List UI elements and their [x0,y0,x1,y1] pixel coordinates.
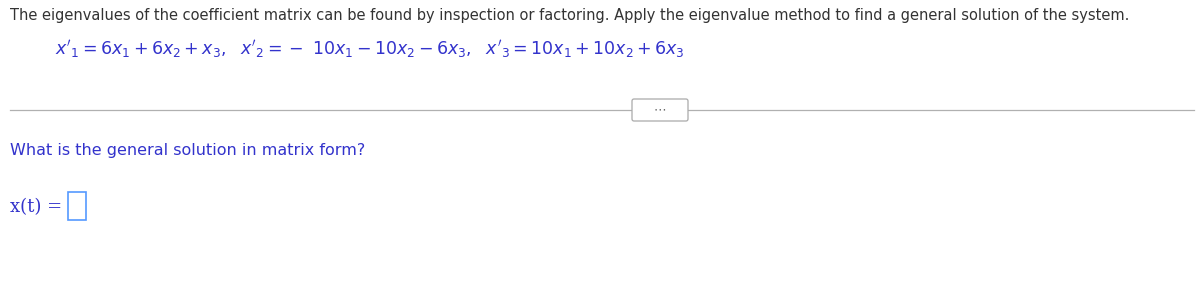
Text: $x'_1 = 6x_1 + 6x_2 + x_3,\ \ x'_2 = -\ 10x_1 - 10x_2 - 6x_3,\ \ x'_3 = 10x_1 + : $x'_1 = 6x_1 + 6x_2 + x_3,\ \ x'_2 = -\ … [55,38,685,60]
Text: The eigenvalues of the coefficient matrix can be found by inspection or factorin: The eigenvalues of the coefficient matri… [10,8,1129,23]
FancyBboxPatch shape [68,192,86,220]
Text: What is the general solution in matrix form?: What is the general solution in matrix f… [10,143,365,158]
FancyBboxPatch shape [632,99,688,121]
Text: x(t) =: x(t) = [10,198,62,216]
Text: ⋯: ⋯ [654,103,666,117]
